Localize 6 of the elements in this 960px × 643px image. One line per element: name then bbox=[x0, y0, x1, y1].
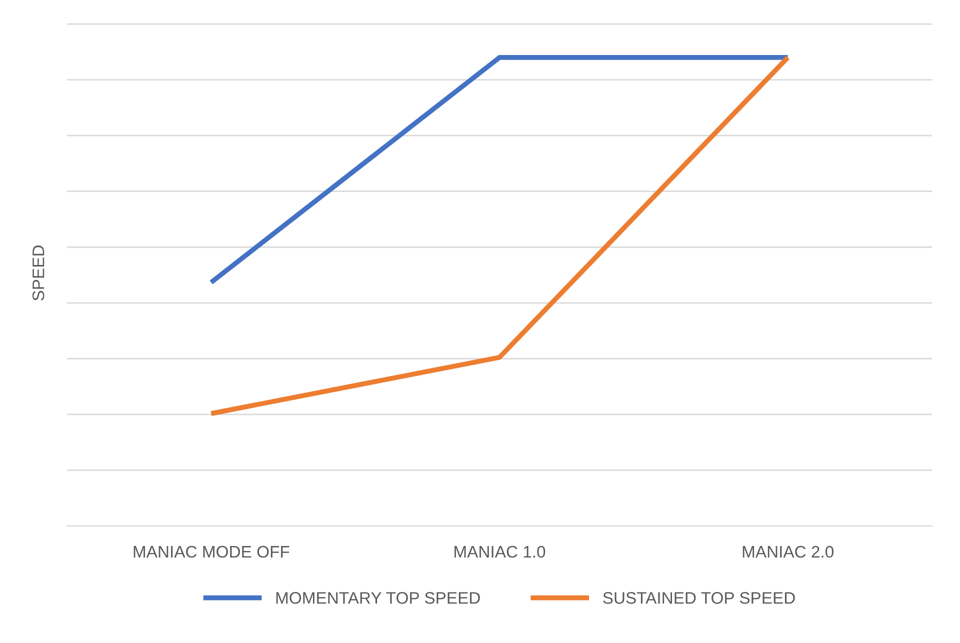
x-tick-label: MANIAC MODE OFF bbox=[134, 546, 290, 558]
y-axis-title: SPEED bbox=[32, 246, 44, 300]
x-tick-label: MANIAC 1.0 bbox=[454, 546, 546, 558]
x-tick-label: MANIAC 2.0 bbox=[742, 546, 834, 558]
legend-label: SUSTAINED TOP SPEED bbox=[603, 592, 795, 604]
legend-label: MOMENTARY TOP SPEED bbox=[276, 592, 480, 604]
